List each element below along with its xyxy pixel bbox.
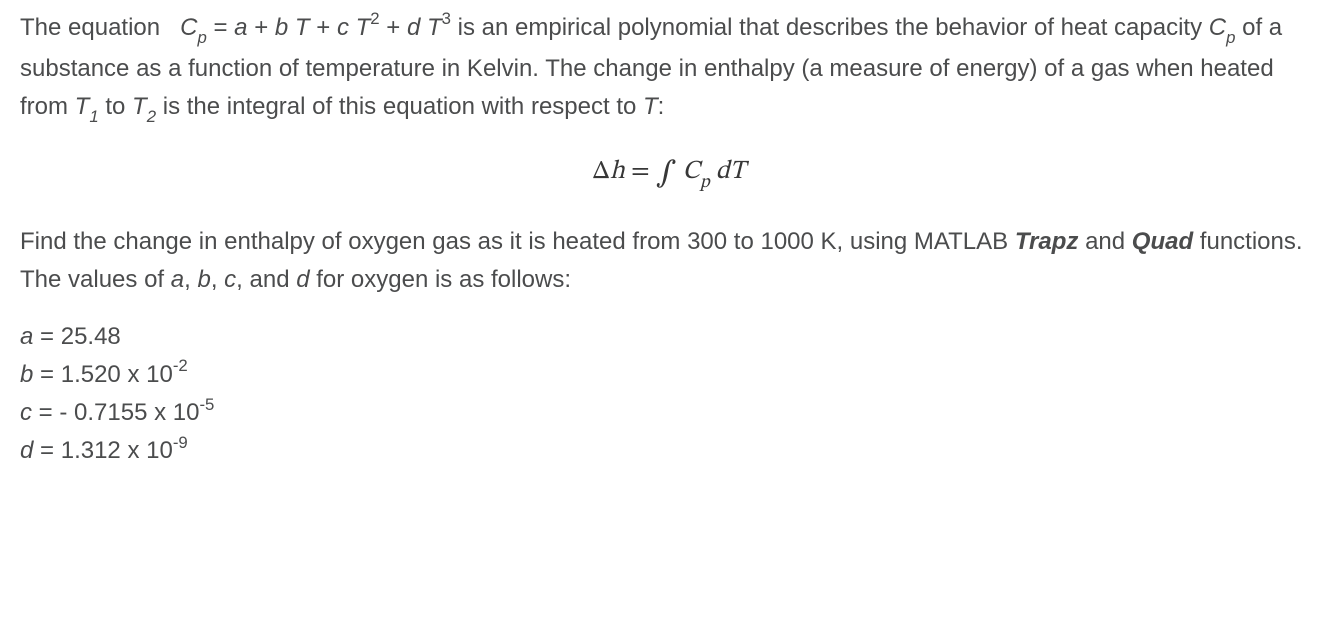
- var-c: c: [337, 14, 349, 41]
- plus: +: [380, 14, 407, 41]
- var-d: d: [296, 266, 309, 293]
- task-paragraph: Find the change in enthalpy of oxygen ga…: [20, 223, 1318, 300]
- text: and: [1078, 228, 1131, 255]
- val: 1.312 x 10: [61, 437, 173, 464]
- sym: b: [20, 361, 33, 388]
- eq: =: [32, 399, 59, 426]
- exp-3: 3: [442, 9, 451, 28]
- eq: =: [33, 361, 60, 388]
- var-c: C: [180, 14, 197, 41]
- sub-p: p: [197, 28, 206, 47]
- eq: =: [33, 437, 60, 464]
- constant-a: a = 25.48: [20, 318, 1318, 355]
- var-a: a: [171, 266, 184, 293]
- var-t: T: [75, 93, 90, 120]
- constant-d: d = 1.312 x 10-9: [20, 431, 1318, 469]
- intro-paragraph: The equation Cp = a + b T + c T2 + d T3 …: [20, 8, 1318, 129]
- constant-c: c = - 0.7155 x 10-5: [20, 393, 1318, 431]
- text: Find the change in enthalpy of oxygen ga…: [20, 228, 1015, 255]
- sub-p: p: [700, 174, 710, 192]
- var-t: T: [132, 93, 147, 120]
- exp: -9: [173, 433, 188, 452]
- sym: a: [20, 323, 33, 350]
- val: - 0.7155 x 10: [59, 399, 199, 426]
- val: 1.520 x 10: [61, 361, 173, 388]
- var-cp: Cp: [1209, 14, 1236, 41]
- sub-p: p: [1226, 28, 1235, 47]
- eq: =: [33, 323, 60, 350]
- text: The equation: [20, 14, 160, 41]
- sym: c: [20, 399, 32, 426]
- var-t: T: [288, 14, 309, 41]
- plus: +: [310, 14, 337, 41]
- var-t2: T2: [132, 93, 156, 120]
- delta: Δ: [593, 159, 610, 185]
- var-t: T: [349, 14, 370, 41]
- sub-2: 2: [147, 107, 156, 126]
- sym: d: [20, 437, 33, 464]
- var-c: C: [1209, 14, 1226, 41]
- enthalpy-equation: Δh = ∫ Cp dT: [20, 147, 1318, 195]
- exp: -2: [173, 356, 188, 375]
- var-t: T: [420, 14, 441, 41]
- var-c: C: [676, 159, 700, 185]
- var-dt: dT: [710, 159, 746, 185]
- integral-icon: ∫: [656, 159, 677, 189]
- constant-b: b = 1.520 x 10-2: [20, 355, 1318, 393]
- exp-2: 2: [370, 9, 379, 28]
- text: , and: [236, 266, 296, 293]
- text: for oxygen is as follows:: [310, 266, 571, 293]
- var-d: d: [407, 14, 420, 41]
- var-b: b: [197, 266, 210, 293]
- text: is the integral of this equation with re…: [156, 93, 643, 120]
- comma: ,: [184, 266, 197, 293]
- plus: +: [248, 14, 275, 41]
- constants-list: a = 25.48 b = 1.520 x 10-2 c = - 0.7155 …: [20, 318, 1318, 470]
- text: to: [99, 93, 132, 120]
- text: is an empirical polynomial that describe…: [458, 14, 1209, 41]
- var-h: h: [610, 159, 625, 185]
- var-b: b: [275, 14, 288, 41]
- eq-sign: =: [213, 14, 234, 41]
- eq-sign: =: [625, 159, 656, 185]
- fn-trapz: Trapz: [1015, 228, 1079, 255]
- var-t: T: [643, 93, 658, 120]
- fn-quad: Quad: [1132, 228, 1193, 255]
- var-cp: Cp: [676, 159, 709, 185]
- eq-cp: Cp: [180, 14, 213, 41]
- var-t1: T1: [75, 93, 99, 120]
- var-c: c: [224, 266, 236, 293]
- exp: -5: [199, 395, 214, 414]
- colon: :: [658, 93, 665, 120]
- sub-1: 1: [89, 107, 98, 126]
- val: 25.48: [61, 323, 121, 350]
- var-a: a: [234, 14, 247, 41]
- comma: ,: [211, 266, 224, 293]
